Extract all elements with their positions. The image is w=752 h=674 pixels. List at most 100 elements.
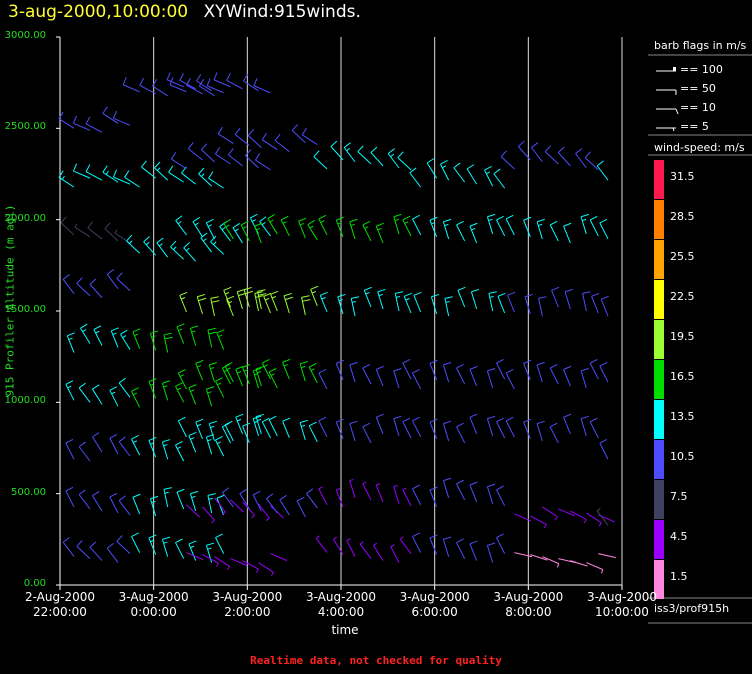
barb-flag xyxy=(68,337,73,341)
barb-staff xyxy=(254,226,262,244)
barb-flag xyxy=(471,227,476,231)
wind-barb xyxy=(333,536,344,555)
wind-barb xyxy=(589,417,599,439)
speed-legend-label: 4.5 xyxy=(670,530,688,543)
barb-flag xyxy=(198,167,205,175)
wind-barb xyxy=(267,214,278,235)
wind-barb xyxy=(78,382,91,403)
barb-flag xyxy=(598,522,602,527)
barb-staff xyxy=(73,170,91,179)
x-tick-date: 2-Aug-2000 xyxy=(24,590,95,604)
barb-flag xyxy=(302,299,311,302)
speed-legend-label: 13.5 xyxy=(670,410,695,423)
barb-staff xyxy=(429,537,438,555)
barb-flag xyxy=(175,538,183,544)
barb-staff xyxy=(563,416,571,435)
barb-staff xyxy=(148,537,157,555)
barb-staff xyxy=(148,381,157,399)
wind-barb xyxy=(93,325,103,346)
barb-flag xyxy=(301,295,310,298)
y-axis-label: 915 Profiler Altitude (m agl) xyxy=(3,204,17,397)
barb-legend-label: == 100 xyxy=(680,63,723,76)
barb-flag xyxy=(582,291,591,294)
barb-staff xyxy=(315,537,328,553)
barb-flag xyxy=(507,291,516,296)
x-tick-date: 3-Aug-2000 xyxy=(118,590,189,604)
barb-staff xyxy=(199,85,215,97)
x-tick-date: 3-Aug-2000 xyxy=(399,590,470,604)
wind-barb xyxy=(402,417,412,439)
barb-staff xyxy=(252,418,259,437)
barb-staff xyxy=(258,503,270,519)
barb-flag xyxy=(393,484,398,488)
barb-staff xyxy=(132,331,141,349)
wind-barb xyxy=(198,79,215,97)
barb-flag xyxy=(237,371,242,374)
barb-flag xyxy=(599,218,608,224)
barb-staff xyxy=(235,416,243,435)
wind-barb xyxy=(254,153,271,171)
barb-flag xyxy=(187,142,194,150)
barb-staff xyxy=(486,370,494,389)
barb-flag xyxy=(500,150,507,157)
barb-flag xyxy=(255,227,260,231)
barb-staff xyxy=(110,330,119,348)
wind-barb xyxy=(131,435,141,456)
barb-flag xyxy=(67,332,75,337)
speed-legend-label: 1.5 xyxy=(670,570,688,583)
barb-staff xyxy=(169,84,187,93)
barb-flag xyxy=(163,385,168,388)
barb-staff xyxy=(93,329,103,346)
wind-barb xyxy=(118,436,131,457)
wind-barb xyxy=(139,78,156,95)
wind-barb xyxy=(161,439,171,460)
barb-staff xyxy=(308,366,318,384)
barb-flag xyxy=(556,563,560,568)
barb-flag xyxy=(251,514,255,519)
barb-staff xyxy=(375,369,384,387)
barb-flag xyxy=(505,214,514,220)
barb-flag xyxy=(390,153,395,158)
x-tick-date: 3-Aug-2000 xyxy=(212,590,283,604)
wind-barb xyxy=(176,323,185,344)
barb-flag xyxy=(80,323,88,329)
barb-staff xyxy=(335,220,344,238)
wind-barb xyxy=(315,535,328,553)
speed-color-swatch xyxy=(654,440,664,479)
wind-barb xyxy=(496,417,506,439)
barb-staff xyxy=(496,489,506,507)
wind-barb xyxy=(72,115,91,131)
barb-staff xyxy=(207,329,213,348)
wind-barb xyxy=(429,534,438,555)
barb-staff xyxy=(188,543,197,561)
wind-barb xyxy=(442,536,452,557)
barb-flag xyxy=(364,286,372,291)
wind-barb xyxy=(507,291,516,313)
barb-flag xyxy=(58,111,64,119)
x-tick-time: 10:00:00 xyxy=(595,605,649,619)
barb-staff xyxy=(549,224,559,242)
wind-barb xyxy=(387,148,400,169)
barb-flag xyxy=(596,160,604,167)
barb-flag xyxy=(234,228,239,232)
wind-barb xyxy=(313,150,328,170)
wind-barb xyxy=(179,291,188,313)
wind-barb xyxy=(496,485,506,507)
barb-staff xyxy=(299,422,306,441)
barb-staff xyxy=(189,328,197,346)
wind-barb xyxy=(207,327,217,348)
barb-flag xyxy=(120,329,128,335)
x-tick-time: 4:00:00 xyxy=(317,605,365,619)
barb-staff xyxy=(183,247,197,262)
barb-flag xyxy=(255,413,264,418)
wind-barb xyxy=(505,416,515,438)
wind-barb xyxy=(222,487,234,508)
barb-staff xyxy=(575,153,587,169)
barb-staff xyxy=(335,421,344,440)
wind-barb xyxy=(402,358,412,380)
wind-barb xyxy=(242,422,251,444)
barb-flag xyxy=(390,544,395,548)
wind-barb xyxy=(442,218,452,240)
barb-flag xyxy=(78,441,86,448)
barb-staff xyxy=(148,440,157,458)
